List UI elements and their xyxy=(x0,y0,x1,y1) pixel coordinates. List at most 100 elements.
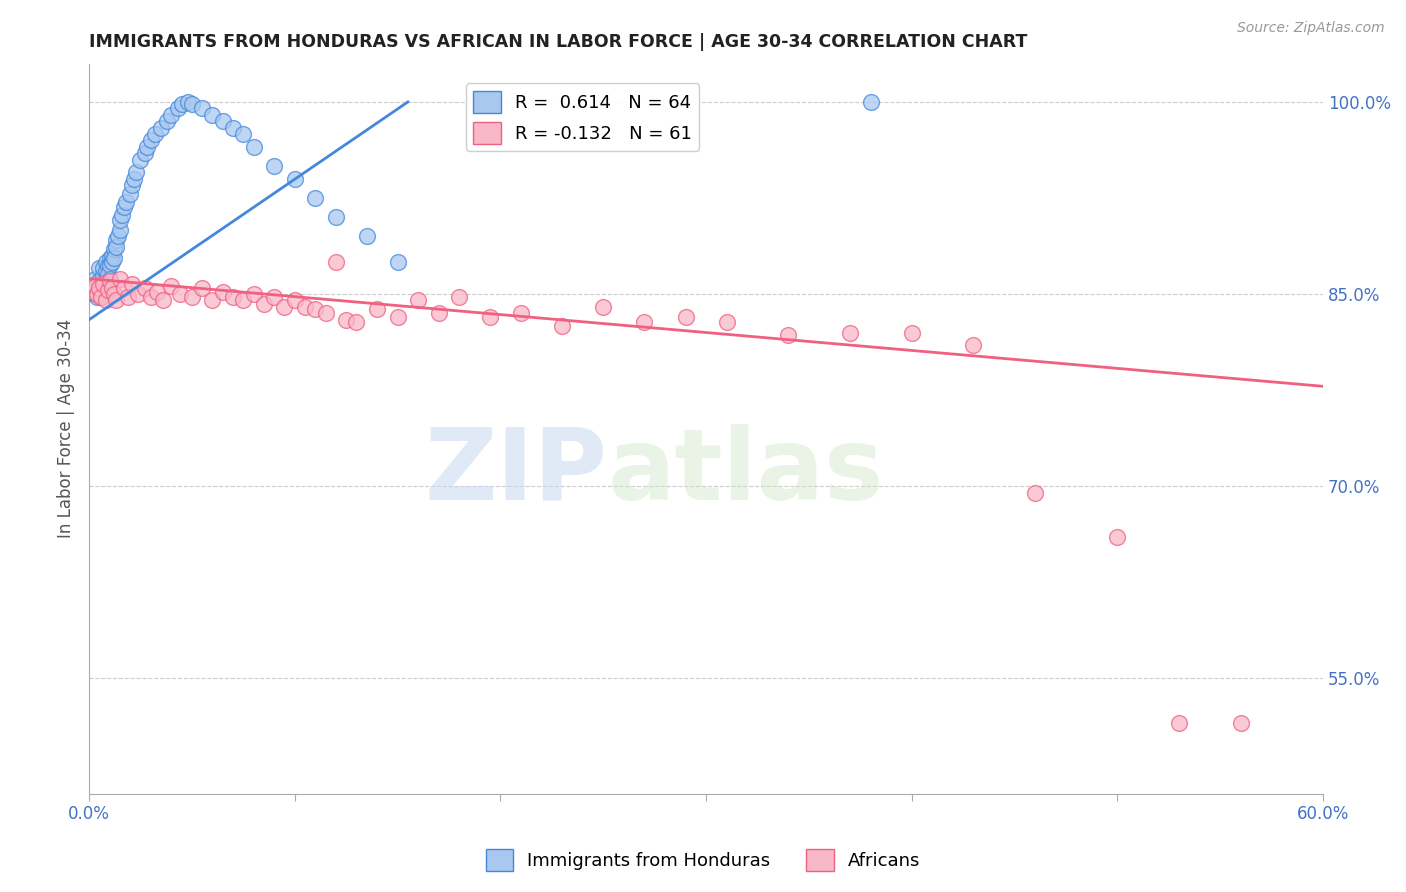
Point xyxy=(112,200,135,214)
Point xyxy=(900,326,922,340)
Point xyxy=(82,285,104,299)
Point xyxy=(103,242,125,256)
Point xyxy=(111,208,134,222)
Point xyxy=(356,229,378,244)
Point xyxy=(191,281,214,295)
Point xyxy=(98,274,121,288)
Point xyxy=(152,293,174,308)
Point xyxy=(97,259,120,273)
Point xyxy=(86,287,108,301)
Point xyxy=(108,223,131,237)
Point xyxy=(94,293,117,308)
Point xyxy=(778,328,800,343)
Point xyxy=(104,233,127,247)
Point xyxy=(146,285,169,299)
Point xyxy=(406,293,429,308)
Point xyxy=(98,271,121,285)
Legend: Immigrants from Honduras, Africans: Immigrants from Honduras, Africans xyxy=(478,842,928,879)
Y-axis label: In Labor Force | Age 30-34: In Labor Force | Age 30-34 xyxy=(58,319,75,538)
Point xyxy=(104,293,127,308)
Point xyxy=(89,281,111,295)
Point xyxy=(366,302,388,317)
Point xyxy=(1024,485,1046,500)
Point xyxy=(107,229,129,244)
Point xyxy=(156,114,179,128)
Point xyxy=(82,285,104,300)
Point xyxy=(242,140,264,154)
Point xyxy=(108,271,131,285)
Point xyxy=(139,133,162,147)
Point xyxy=(263,290,285,304)
Text: ZIP: ZIP xyxy=(425,424,607,521)
Point xyxy=(90,278,112,293)
Point xyxy=(211,114,233,128)
Point xyxy=(222,290,245,304)
Point xyxy=(84,279,107,293)
Point xyxy=(115,194,138,209)
Point xyxy=(108,212,131,227)
Point xyxy=(135,140,157,154)
Point xyxy=(273,300,295,314)
Point xyxy=(675,310,697,325)
Point xyxy=(97,267,120,281)
Point xyxy=(335,312,357,326)
Point xyxy=(315,306,337,320)
Point xyxy=(103,251,125,265)
Point xyxy=(100,255,122,269)
Point xyxy=(97,283,120,297)
Point xyxy=(93,277,115,291)
Point xyxy=(177,95,200,109)
Point xyxy=(211,285,233,299)
Point xyxy=(962,338,984,352)
Point xyxy=(304,191,326,205)
Point xyxy=(1168,716,1191,731)
Point xyxy=(242,287,264,301)
Point xyxy=(160,108,183,122)
Point xyxy=(387,310,409,325)
Point xyxy=(325,255,347,269)
Point xyxy=(98,258,121,272)
Point xyxy=(839,326,862,340)
Point xyxy=(479,310,502,325)
Point xyxy=(263,159,285,173)
Point xyxy=(180,290,202,304)
Text: Source: ZipAtlas.com: Source: ZipAtlas.com xyxy=(1237,21,1385,35)
Point xyxy=(284,171,307,186)
Point xyxy=(89,281,111,295)
Point xyxy=(859,95,882,109)
Point xyxy=(143,127,166,141)
Point xyxy=(449,290,471,304)
Point xyxy=(304,302,326,317)
Point xyxy=(325,211,347,225)
Point xyxy=(84,271,107,285)
Point xyxy=(89,274,111,288)
Point xyxy=(84,287,107,301)
Point xyxy=(253,297,276,311)
Point xyxy=(120,187,142,202)
Point xyxy=(170,97,193,112)
Point xyxy=(222,120,245,135)
Point xyxy=(117,290,139,304)
Point xyxy=(284,293,307,308)
Point xyxy=(89,261,111,276)
Point xyxy=(160,279,183,293)
Point xyxy=(93,261,115,276)
Legend: R =  0.614   N = 64, R = -0.132   N = 61: R = 0.614 N = 64, R = -0.132 N = 61 xyxy=(467,84,699,151)
Point xyxy=(80,283,103,297)
Point xyxy=(127,287,149,301)
Point xyxy=(180,97,202,112)
Point xyxy=(94,255,117,269)
Point xyxy=(166,101,188,115)
Point xyxy=(129,153,152,167)
Point xyxy=(134,281,156,295)
Point xyxy=(86,279,108,293)
Point xyxy=(427,306,450,320)
Point xyxy=(232,293,254,308)
Point xyxy=(592,300,614,314)
Point xyxy=(201,293,224,308)
Point xyxy=(121,178,143,193)
Point xyxy=(551,319,574,334)
Point xyxy=(121,277,143,291)
Point xyxy=(100,281,122,295)
Text: IMMIGRANTS FROM HONDURAS VS AFRICAN IN LABOR FORCE | AGE 30-34 CORRELATION CHART: IMMIGRANTS FROM HONDURAS VS AFRICAN IN L… xyxy=(89,33,1028,51)
